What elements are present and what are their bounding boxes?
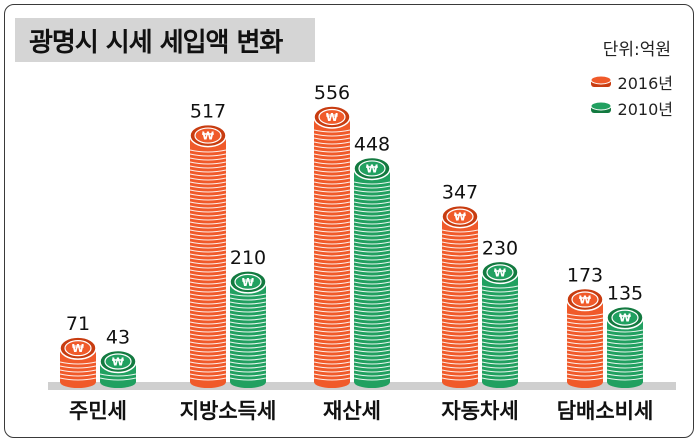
chart-title: 광명시 시세 세입액 변화 xyxy=(15,18,315,62)
value-label-2010-2: 448 xyxy=(354,133,390,155)
coin-2010-icon xyxy=(590,101,612,113)
value-label-2016-4: 173 xyxy=(567,265,603,287)
won-icon: ₩ xyxy=(202,130,214,143)
unit-label: 단위:억원 xyxy=(602,40,671,60)
bar-2016-1: ₩ xyxy=(189,123,227,389)
value-label-2016-0: 71 xyxy=(66,313,90,335)
category-label-3: 자동차세 xyxy=(441,399,518,423)
legend-label-2010: 2010년 xyxy=(617,100,673,119)
value-label-2010-1: 210 xyxy=(230,247,266,269)
coin-2016-icon xyxy=(590,75,612,87)
category-label-4: 담배소비세 xyxy=(557,399,654,423)
bar-2010-1: ₩ xyxy=(229,270,267,389)
bar-2010-0: ₩ xyxy=(99,349,137,389)
bar-2016-0: ₩ xyxy=(59,336,97,389)
won-icon: ₩ xyxy=(454,211,466,224)
won-icon: ₩ xyxy=(242,276,254,289)
legend: 2016년 2010년 xyxy=(590,69,673,121)
legend-item-2016: 2016년 xyxy=(590,69,673,95)
bar-2016-3: ₩ xyxy=(441,204,479,389)
category-label-2: 재산세 xyxy=(323,399,381,423)
won-icon: ₩ xyxy=(112,356,124,369)
value-label-2010-4: 135 xyxy=(607,283,643,305)
won-icon: ₩ xyxy=(494,266,506,279)
won-icon: ₩ xyxy=(619,312,631,325)
value-label-2010-0: 43 xyxy=(106,327,130,349)
value-label-2016-2: 556 xyxy=(314,82,350,104)
won-icon: ₩ xyxy=(579,294,591,307)
bar-2010-4: ₩ xyxy=(606,305,644,389)
bar-2016-4: ₩ xyxy=(566,287,604,389)
won-icon: ₩ xyxy=(72,342,84,355)
value-label-2010-3: 230 xyxy=(482,237,518,259)
category-label-0: 주민세 xyxy=(69,399,127,423)
category-label-1: 지방소득세 xyxy=(180,399,277,423)
value-label-2016-3: 347 xyxy=(442,182,478,204)
bar-2010-3: ₩ xyxy=(481,260,519,389)
won-icon: ₩ xyxy=(366,162,378,175)
legend-label-2016: 2016년 xyxy=(617,74,673,93)
bar-2016-2: ₩ xyxy=(313,105,351,389)
legend-item-2010: 2010년 xyxy=(590,95,673,121)
won-icon: ₩ xyxy=(326,111,338,124)
value-label-2016-1: 517 xyxy=(190,101,226,123)
bar-2010-2: ₩ xyxy=(353,156,391,389)
